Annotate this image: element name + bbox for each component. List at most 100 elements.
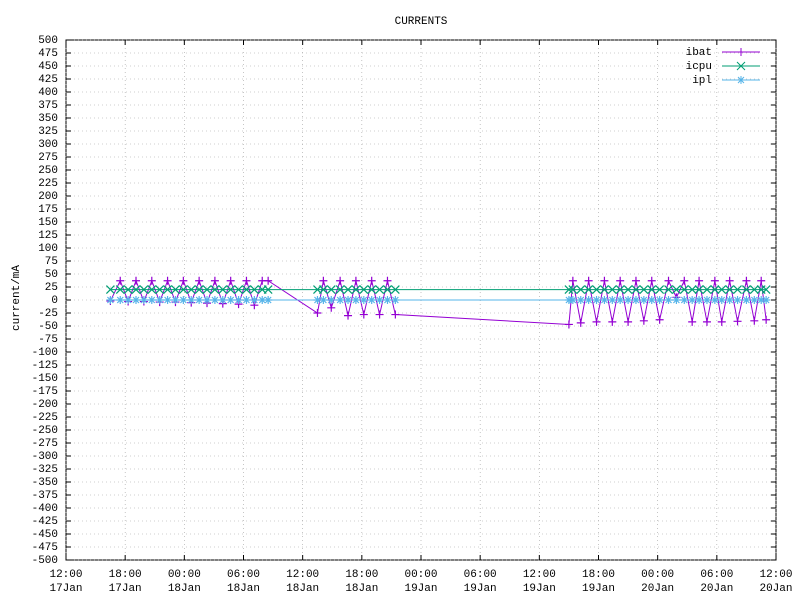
data-point	[163, 276, 172, 285]
data-point	[741, 285, 751, 295]
x-tick-label: 19Jan	[582, 583, 615, 595]
data-point	[147, 296, 156, 304]
y-tick-label: 275	[38, 152, 58, 164]
y-tick-label: 250	[38, 165, 58, 177]
data-point	[359, 285, 369, 295]
data-point	[367, 296, 376, 304]
data-point	[391, 296, 400, 304]
x-tick-label: 18Jan	[345, 583, 378, 595]
y-tick-label: -300	[32, 451, 58, 463]
data-point	[194, 285, 204, 295]
data-point	[616, 296, 625, 304]
legend-marker	[737, 76, 745, 84]
data-point	[155, 285, 165, 295]
data-point	[664, 276, 673, 285]
data-point	[647, 276, 656, 285]
data-point	[733, 285, 742, 295]
y-tick-label: 425	[38, 74, 58, 86]
x-tick-label: 18:00	[109, 569, 142, 581]
data-point	[762, 315, 771, 324]
data-point	[631, 285, 641, 295]
data-point	[226, 296, 235, 304]
data-point	[336, 296, 345, 304]
data-point	[179, 276, 188, 285]
data-point	[750, 296, 759, 304]
y-tick-label: 475	[38, 48, 58, 60]
data-point	[592, 296, 601, 304]
y-tick-label: 0	[51, 295, 58, 307]
data-point	[116, 296, 125, 304]
data-point	[733, 317, 742, 326]
data-point	[749, 285, 759, 295]
y-tick-label: -225	[32, 412, 58, 424]
data-point	[202, 285, 212, 295]
data-point	[576, 318, 585, 327]
data-point	[131, 285, 141, 295]
data-point	[318, 285, 328, 295]
data-point	[171, 285, 180, 295]
data-point	[702, 285, 712, 295]
data-point	[600, 296, 609, 304]
x-tick-label: 19Jan	[523, 583, 556, 595]
data-point	[757, 296, 766, 304]
data-point	[250, 296, 259, 304]
data-point	[616, 276, 625, 285]
data-point	[116, 276, 125, 285]
y-tick-label: 350	[38, 113, 58, 125]
data-point	[680, 276, 689, 285]
data-point	[163, 296, 172, 304]
data-point	[187, 296, 196, 304]
y-tick-label: 375	[38, 100, 58, 112]
data-point	[226, 285, 236, 295]
y-tick-label: -325	[32, 464, 58, 476]
data-point	[218, 285, 228, 295]
data-point	[264, 296, 273, 304]
data-point	[664, 285, 673, 295]
y-tick-label: -350	[32, 477, 58, 489]
data-point	[343, 285, 353, 295]
data-point	[688, 296, 697, 304]
data-point	[226, 276, 235, 285]
data-point	[319, 276, 328, 285]
data-point	[672, 296, 681, 304]
x-tick-label: 17Jan	[49, 583, 82, 595]
data-point	[655, 296, 664, 304]
data-point	[264, 276, 273, 285]
data-point	[359, 296, 368, 304]
x-tick-label: 18Jan	[227, 583, 260, 595]
data-point	[742, 296, 751, 304]
data-point	[327, 303, 336, 312]
x-tick-label: 20Jan	[700, 583, 733, 595]
data-point	[655, 315, 664, 324]
y-tick-label: 450	[38, 61, 58, 73]
y-tick-label: 25	[45, 282, 58, 294]
data-point	[680, 296, 689, 304]
data-point	[576, 285, 586, 295]
data-point	[655, 285, 665, 295]
data-point	[702, 296, 711, 304]
data-point	[564, 285, 574, 295]
y-tick-label: -500	[32, 555, 58, 567]
data-point	[367, 285, 377, 295]
data-point	[647, 285, 657, 295]
data-point	[710, 276, 719, 285]
x-tick-label: 19Jan	[404, 583, 437, 595]
data-point	[710, 296, 719, 304]
y-tick-label: 500	[38, 35, 58, 47]
y-axis-label: current/mA	[11, 265, 23, 331]
y-tick-label: -50	[38, 321, 58, 333]
data-point	[242, 285, 251, 295]
x-tick-label: 12:00	[49, 569, 82, 581]
data-point	[568, 296, 577, 304]
x-tick-label: 18:00	[582, 569, 615, 581]
legend-label: ipl	[692, 75, 712, 87]
y-tick-label: 175	[38, 204, 58, 216]
data-point	[351, 276, 360, 285]
x-tick-label: 12:00	[286, 569, 319, 581]
data-point	[234, 285, 243, 295]
data-point	[733, 296, 742, 304]
data-point	[179, 296, 188, 304]
data-point	[336, 276, 345, 285]
data-point	[195, 296, 204, 304]
